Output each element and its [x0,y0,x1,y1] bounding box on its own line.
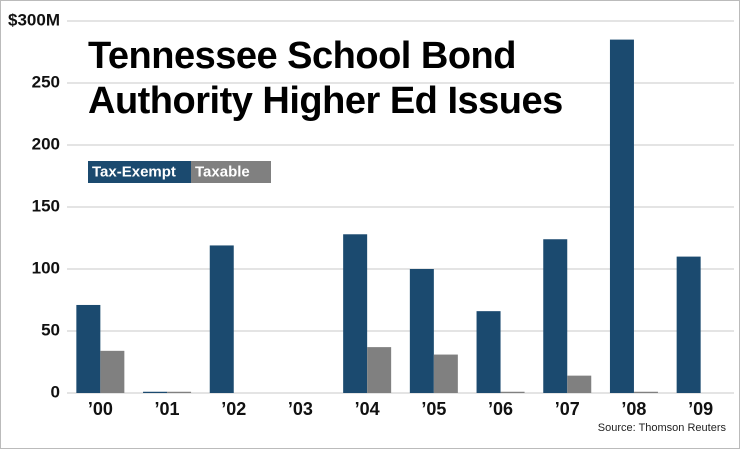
legend: Tax-Exempt Taxable [88,161,271,183]
chart-title: Tennessee School Bond [88,35,516,77]
y-tick-label: 100 [32,258,60,277]
bar [476,311,501,393]
bar [633,391,658,393]
bar [543,239,568,393]
source: Source: Thomson Reuters [598,422,727,434]
y-tick-label: 250 [32,72,60,91]
y-tick-label: 200 [32,134,60,153]
bars: ’00 ’01 ’02 ’03 ’04 ’05 ’06 ’07 ’08 ’09 [76,39,713,419]
legend-label: Tax-Exempt [92,163,176,180]
bar [167,391,192,393]
bar [367,347,392,393]
y-tick-label: 0 [51,382,60,401]
x-tick-label: ’01 [155,399,180,419]
y-tick-label: $300M [8,10,60,29]
x-tick-label: ’03 [288,399,313,419]
legend-swatch [191,161,271,183]
legend-swatch [88,161,191,183]
legend-label: Taxable [195,163,250,180]
bar [409,269,434,393]
x-tick-label: ’08 [621,399,646,419]
bar [609,39,634,393]
x-tick-label: ’02 [221,399,246,419]
x-tick-label: ’05 [421,399,446,419]
bar [343,234,368,393]
bar [209,245,234,393]
x-tick-label: ’00 [88,399,113,419]
bar [76,304,101,393]
chart-title: Authority Higher Ed Issues [88,80,563,122]
bar [143,391,168,393]
x-tick-label: ’06 [488,399,513,419]
bar [500,391,525,393]
bar [567,375,592,393]
bar [433,354,458,393]
bar [676,256,701,393]
x-tick-label: ’09 [688,399,713,419]
x-tick-label: ’07 [555,399,580,419]
x-tick-label: ’04 [355,399,380,419]
bar [100,350,125,393]
y-tick-label: 50 [41,320,60,339]
y-tick-label: 150 [32,196,60,215]
